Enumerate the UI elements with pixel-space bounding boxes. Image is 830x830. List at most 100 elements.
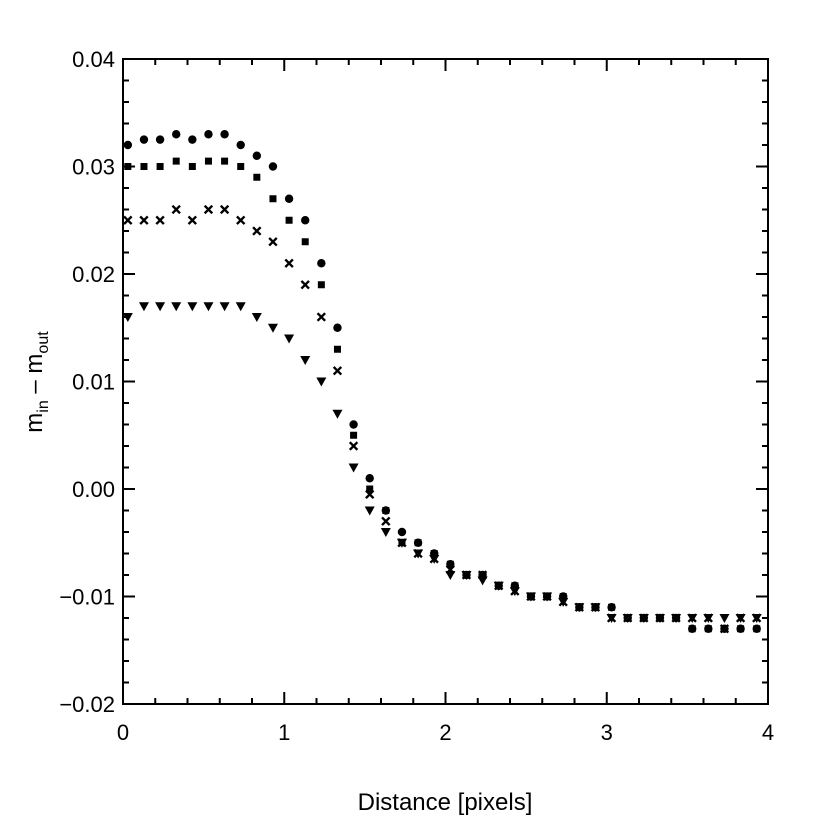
x-axis-title: Distance [pixels] <box>358 789 533 816</box>
x-tick-label: 3 <box>601 720 613 745</box>
data-point-triangle <box>171 302 182 312</box>
data-point-triangle <box>122 313 133 322</box>
data-point-triangle <box>155 302 166 312</box>
x-tick-label: 0 <box>117 720 129 745</box>
data-point-circle <box>349 420 358 429</box>
data-point-triangle <box>138 302 149 312</box>
data-point-square <box>317 281 325 289</box>
data-point-triangle <box>203 302 214 312</box>
data-point-circle <box>204 130 213 139</box>
y-axis-title-dash: – <box>21 374 48 401</box>
y-tick-label: −0.02 <box>59 692 115 717</box>
data-point-cross <box>219 204 230 215</box>
data-point-square <box>221 157 229 165</box>
data-point-circle <box>188 135 197 144</box>
data-point-triangle <box>606 614 617 623</box>
data-point-triangle <box>332 409 343 419</box>
data-point-circle <box>333 323 342 332</box>
data-point-circle <box>365 474 374 483</box>
data-point-triangle <box>735 614 746 623</box>
data-point-cross <box>123 215 133 225</box>
data-point-triangle <box>671 614 682 623</box>
data-point-triangle <box>703 614 714 623</box>
data-point-square <box>285 216 293 224</box>
data-point-square <box>269 195 277 203</box>
data-point-triangle <box>751 614 762 623</box>
data-point-triangle <box>687 614 698 623</box>
data-point-triangle <box>477 576 488 586</box>
data-point-circle <box>317 259 326 268</box>
data-point-cross <box>316 312 326 322</box>
data-point-triangle <box>300 356 311 365</box>
data-point-square <box>737 625 745 633</box>
data-point-square <box>333 345 341 353</box>
data-point-circle <box>397 527 407 537</box>
data-point-triangle <box>719 614 730 623</box>
x-tick-label: 4 <box>762 720 774 745</box>
data-point-triangle <box>445 571 456 580</box>
data-point-square <box>753 625 761 633</box>
data-point-circle <box>155 135 165 144</box>
data-point-square <box>366 485 374 493</box>
data-point-square <box>172 157 180 165</box>
data-point-square <box>688 625 696 633</box>
data-point-triangle <box>461 571 472 580</box>
y-axis-title-sub-in: in <box>35 400 52 412</box>
data-point-cross <box>252 226 262 236</box>
data-point-circle <box>284 194 294 203</box>
data-point-triangle <box>542 592 553 602</box>
data-points <box>122 130 762 634</box>
data-point-triangle <box>316 377 327 387</box>
data-point-cross <box>187 215 197 225</box>
data-point-square <box>188 163 196 170</box>
data-point-triangle <box>590 603 601 613</box>
x-tick-label: 2 <box>439 720 451 745</box>
y-tick-label: 0.02 <box>72 262 115 287</box>
y-tick-label: −0.01 <box>59 585 115 610</box>
data-point-cross <box>284 258 294 268</box>
data-point-circle <box>172 130 181 139</box>
data-point-cross <box>300 280 310 290</box>
data-point-square <box>430 550 438 557</box>
data-point-cross <box>139 215 149 225</box>
data-point-triangle <box>574 603 585 613</box>
data-point-cross <box>332 366 343 376</box>
y-axis-title-m-out: m <box>21 354 48 374</box>
data-point-triangle <box>219 302 230 312</box>
data-point-circle <box>139 135 149 144</box>
data-point-triangle <box>509 587 520 597</box>
data-point-square <box>511 582 519 590</box>
y-tick-label: 0.00 <box>72 477 115 502</box>
data-point-triangle <box>493 581 504 591</box>
data-point-triangle <box>638 614 649 623</box>
data-point-square <box>301 238 309 246</box>
data-point-square <box>704 625 712 633</box>
data-point-triangle <box>284 334 295 344</box>
data-point-triangle <box>525 592 536 602</box>
data-point-cross <box>236 215 246 225</box>
data-point-circle <box>301 216 310 225</box>
data-point-circle <box>252 151 262 160</box>
data-point-square <box>608 603 616 611</box>
data-point-square <box>559 593 567 600</box>
data-point-triangle <box>429 554 440 564</box>
y-axis-title-m-in: m <box>21 413 48 433</box>
y-tick-label: 0.01 <box>72 370 115 395</box>
data-point-square <box>414 539 422 547</box>
data-point-cross <box>365 489 375 500</box>
data-point-square <box>204 157 212 165</box>
data-point-square <box>382 507 390 514</box>
y-axis-title-sub-out: out <box>35 331 52 354</box>
data-point-cross <box>719 624 730 634</box>
data-point-triangle <box>251 313 262 322</box>
data-point-triangle <box>654 614 665 623</box>
data-point-triangle <box>396 538 407 548</box>
y-tick-label: 0.04 <box>72 47 115 72</box>
y-axis-title: min – mout <box>21 331 52 433</box>
data-point-square <box>253 173 261 181</box>
data-point-circle <box>123 140 133 150</box>
data-point-circle <box>236 140 245 150</box>
data-point-triangle <box>187 302 198 312</box>
data-point-triangle <box>558 597 569 607</box>
